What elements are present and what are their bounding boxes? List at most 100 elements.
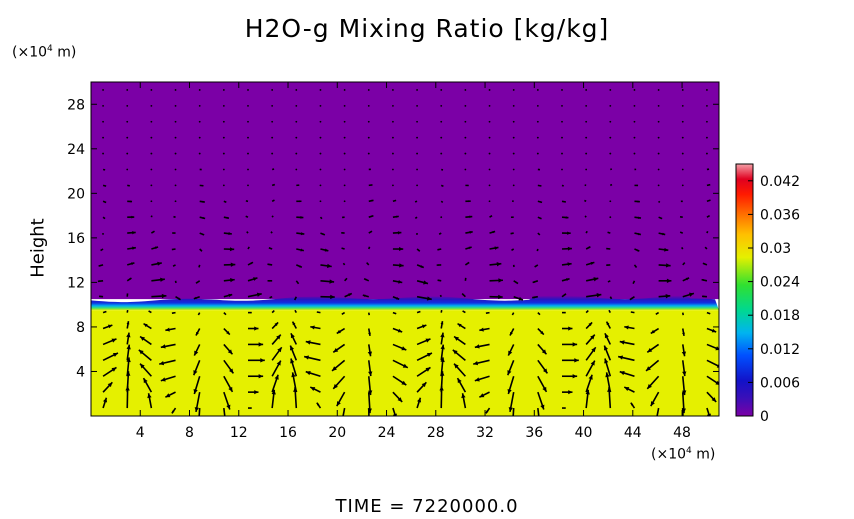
vector-arrow-539: [561, 89, 563, 91]
vector-arrow-309: [658, 232, 666, 236]
vector-arrow-289: [172, 232, 176, 234]
vector-arrow-84: [248, 358, 265, 363]
vector-arrow-535: [464, 89, 467, 91]
vector-arrow-333: [609, 216, 612, 219]
vector-arrow-432: [488, 152, 491, 155]
vector-arrow-92: [440, 344, 445, 361]
vector-arrow-436: [585, 152, 588, 155]
vector-arrow-145: [457, 322, 466, 330]
x-tick-label: 44: [624, 425, 642, 441]
vector-arrow-231: [658, 278, 672, 283]
vector-arrow-54: [139, 363, 152, 377]
vector-arrow-191: [320, 294, 335, 300]
vector-arrow-243: [320, 263, 332, 269]
vector-arrow-270: [341, 247, 345, 250]
vector-arrow-443: [126, 136, 129, 139]
vector-arrow-19: [562, 407, 566, 409]
y-unit-label: (×104 m): [12, 44, 77, 61]
vector-arrow-227: [561, 277, 570, 282]
x-tick-label: 36: [525, 425, 543, 441]
vector-arrow-164: [294, 309, 298, 314]
colorbar-tick-label: 0.036: [760, 207, 800, 223]
vector-arrow-207: [702, 295, 707, 298]
vector-arrow-348: [343, 200, 346, 203]
vector-arrow-527: [271, 89, 274, 91]
vector-arrow-259: [702, 262, 708, 266]
vector-arrow-360: [634, 200, 640, 203]
vector-arrow-140: [336, 327, 346, 335]
vector-arrow-121: [507, 344, 515, 356]
vector-arrow-261: [127, 246, 136, 250]
vector-arrow-337: [706, 214, 711, 218]
y-tick-label: 8: [76, 320, 85, 336]
vector-arrow-310: [679, 231, 684, 234]
field-upper: [91, 82, 719, 300]
vector-arrow-320: [296, 216, 304, 219]
vector-arrow-317: [223, 216, 230, 220]
vector-arrow-519: [706, 104, 708, 107]
vector-arrow-302: [489, 230, 496, 234]
vector-arrow-376: [392, 184, 394, 187]
vector-arrow-487: [561, 120, 563, 123]
vector-arrow-31: [223, 391, 231, 410]
vector-arrow-195: [416, 295, 432, 301]
vector-arrow-503: [319, 104, 322, 107]
vector-arrow-265: [223, 247, 235, 252]
vector-arrow-4: [198, 407, 201, 416]
vector-arrow-94: [473, 359, 490, 366]
vector-arrow-43: [508, 391, 515, 413]
vector-arrow-114: [332, 343, 346, 353]
x-tick-label: 20: [328, 425, 346, 441]
vector-arrow-336: [679, 216, 683, 218]
vector-arrow-17: [512, 407, 515, 416]
vector-arrow-157: [126, 309, 129, 313]
vector-arrow-370: [247, 184, 249, 187]
vector-arrow-267: [268, 247, 273, 250]
vector-arrow-108: [193, 344, 201, 356]
vector-arrow-307: [607, 231, 611, 234]
vector-arrow-112: [290, 332, 298, 345]
vector-arrow-120: [474, 343, 490, 349]
vector-arrow-113: [305, 340, 321, 346]
vector-arrow-401: [368, 168, 371, 171]
colorbar-tick-label: 0: [760, 409, 769, 425]
vector-arrow-398: [295, 168, 298, 171]
vector-arrow-324: [392, 215, 399, 218]
vector-arrow-338: [102, 200, 107, 204]
vector-arrow-530: [343, 89, 346, 91]
vector-arrow-468: [102, 120, 104, 123]
vector-arrow-501: [271, 104, 274, 107]
vector-arrow-217: [320, 279, 335, 284]
vector-arrow-179: [655, 311, 660, 315]
vector-arrow-523: [174, 89, 177, 91]
vector-arrow-500: [247, 104, 249, 107]
vector-arrow-245: [366, 262, 370, 266]
vector-arrow-75: [646, 375, 660, 390]
vector-arrow-220: [392, 279, 403, 284]
vector-arrow-24: [681, 408, 684, 416]
vector-arrow-385: [609, 183, 613, 187]
vector-arrow-349: [368, 199, 374, 203]
vector-arrow-485: [512, 120, 515, 123]
vector-arrow-229: [607, 280, 611, 283]
vector-arrow-312: [102, 216, 106, 220]
vector-arrow-175: [562, 311, 566, 314]
vector-arrow-473: [222, 120, 225, 123]
colorbar-tick-label: 0.018: [760, 308, 800, 324]
vector-arrow-57: [223, 375, 234, 393]
vector-arrow-454: [392, 136, 394, 139]
colorbar-tick-label: 0.03: [760, 241, 791, 257]
vector-arrow-183: [126, 293, 129, 297]
vector-arrow-211: [174, 280, 177, 284]
vector-arrow-483: [464, 120, 467, 123]
vector-arrow-129: [706, 343, 719, 351]
vector-arrow-246: [392, 263, 404, 268]
vector-arrow-30: [194, 391, 201, 413]
vector-arrow-314: [150, 215, 153, 218]
vector-arrow-516: [633, 104, 636, 107]
vector-arrow-248: [436, 264, 442, 266]
vector-arrow-134: [195, 328, 201, 336]
vector-arrow-46: [585, 374, 593, 393]
vector-arrow-101: [645, 359, 660, 372]
vector-arrow-61: [305, 370, 321, 378]
